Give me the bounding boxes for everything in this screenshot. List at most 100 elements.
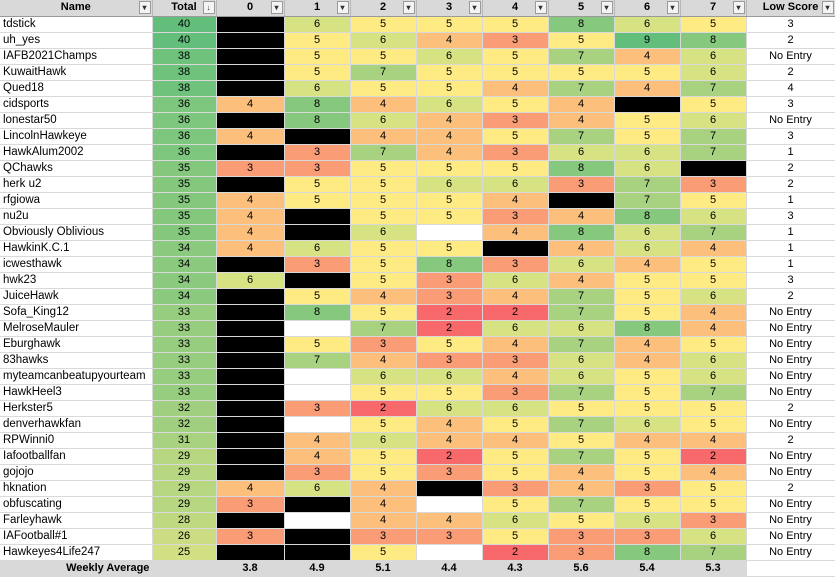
week-score-cell[interactable]: 5 [350,304,417,321]
week-score-cell[interactable]: 5 [284,48,351,65]
week-score-cell[interactable]: 5 [350,272,417,289]
week-score-cell[interactable]: 6 [482,320,549,337]
low-score-cell[interactable]: No Entry [746,544,835,561]
low-score-cell[interactable]: 1 [746,192,835,209]
player-name-cell[interactable]: 83hawks [0,352,153,369]
week-column-header[interactable]: 5 ▾ [548,0,615,17]
week-score-cell[interactable]: 3 [284,464,351,481]
week-score-cell[interactable]: 7 [680,144,747,161]
total-score-cell[interactable]: 38 [152,64,217,81]
low-score-cell[interactable]: 2 [746,400,835,417]
player-name-cell[interactable]: icwesthawk [0,256,153,273]
blocked-week-cell[interactable] [216,112,285,129]
blocked-week-cell[interactable] [216,48,285,65]
week-score-cell[interactable]: 2 [482,304,549,321]
filter-dropdown-icon[interactable]: ▾ [821,1,834,14]
week-score-cell[interactable]: 6 [548,144,615,161]
week-score-cell[interactable]: 5 [680,416,747,433]
week-score-cell[interactable]: 7 [548,288,615,305]
total-column-header[interactable]: Total ↓ [152,0,217,17]
player-name-cell[interactable]: Hawkeyes4Life247 [0,544,153,561]
player-name-cell[interactable]: Herkster5 [0,400,153,417]
empty-week-cell[interactable] [284,384,351,401]
weekly-average-value[interactable]: 5.1 [350,560,417,577]
week-score-cell[interactable]: 5 [614,400,681,417]
week-score-cell[interactable]: 6 [614,240,681,257]
week-score-cell[interactable]: 3 [680,176,747,193]
week-score-cell[interactable]: 3 [216,160,285,177]
week-score-cell[interactable]: 4 [350,96,417,113]
low-score-column-header[interactable]: Low Score ▾ [746,0,835,17]
week-score-cell[interactable]: 6 [614,16,681,33]
week-score-cell[interactable]: 5 [416,240,483,257]
week-score-cell[interactable]: 4 [614,256,681,273]
week-score-cell[interactable]: 4 [482,336,549,353]
week-score-cell[interactable]: 7 [548,448,615,465]
player-name-cell[interactable]: obfuscating [0,496,153,513]
week-score-cell[interactable]: 5 [482,64,549,81]
week-score-cell[interactable]: 7 [548,336,615,353]
player-name-cell[interactable]: uh_yes [0,32,153,49]
total-score-cell[interactable]: 26 [152,528,217,545]
week-score-cell[interactable]: 4 [216,192,285,209]
low-score-cell[interactable]: 2 [746,480,835,497]
weekly-average-value[interactable]: 5.4 [614,560,681,577]
week-score-cell[interactable]: 5 [482,416,549,433]
low-score-cell[interactable]: 2 [746,176,835,193]
empty-week-cell[interactable] [284,368,351,385]
week-score-cell[interactable]: 6 [614,512,681,529]
blocked-week-cell[interactable] [284,272,351,289]
week-score-cell[interactable]: 4 [416,432,483,449]
week-score-cell[interactable]: 5 [284,336,351,353]
week-score-cell[interactable]: 5 [680,400,747,417]
blocked-week-cell[interactable] [216,64,285,81]
week-score-cell[interactable]: 5 [614,448,681,465]
week-score-cell[interactable]: 6 [350,224,417,241]
week-score-cell[interactable]: 7 [548,48,615,65]
blocked-week-cell[interactable] [216,464,285,481]
week-score-cell[interactable]: 6 [680,368,747,385]
filter-dropdown-icon[interactable]: ▾ [468,1,481,14]
total-score-cell[interactable]: 34 [152,272,217,289]
week-score-cell[interactable]: 9 [614,32,681,49]
total-score-cell[interactable]: 35 [152,224,217,241]
week-score-cell[interactable]: 5 [416,336,483,353]
week-score-cell[interactable]: 5 [284,32,351,49]
empty-cell[interactable] [746,560,835,577]
low-score-cell[interactable]: 3 [746,96,835,113]
week-score-cell[interactable]: 6 [548,352,615,369]
empty-week-cell[interactable] [416,544,483,561]
week-score-cell[interactable]: 5 [350,256,417,273]
total-score-cell[interactable]: 40 [152,32,217,49]
week-score-cell[interactable]: 5 [614,64,681,81]
week-score-cell[interactable]: 7 [548,384,615,401]
week-score-cell[interactable]: 5 [416,208,483,225]
low-score-cell[interactable]: 3 [746,208,835,225]
week-score-cell[interactable]: 6 [680,528,747,545]
week-score-cell[interactable]: 6 [416,400,483,417]
player-name-cell[interactable]: KuwaitHawk [0,64,153,81]
week-score-cell[interactable]: 5 [680,496,747,513]
player-name-cell[interactable]: Farleyhawk [0,512,153,529]
low-score-cell[interactable]: 2 [746,64,835,81]
week-score-cell[interactable]: 5 [350,48,417,65]
week-score-cell[interactable]: 2 [416,448,483,465]
low-score-cell[interactable]: No Entry [746,336,835,353]
week-score-cell[interactable]: 6 [680,352,747,369]
blocked-week-cell[interactable] [216,416,285,433]
week-score-cell[interactable]: 6 [680,64,747,81]
week-score-cell[interactable]: 4 [350,496,417,513]
week-score-cell[interactable]: 4 [350,512,417,529]
week-score-cell[interactable]: 4 [482,80,549,97]
total-score-cell[interactable]: 33 [152,352,217,369]
week-score-cell[interactable]: 5 [614,368,681,385]
week-score-cell[interactable]: 6 [680,48,747,65]
week-score-cell[interactable]: 3 [416,272,483,289]
week-score-cell[interactable]: 3 [416,528,483,545]
week-column-header[interactable]: 2 ▾ [350,0,417,17]
blocked-week-cell[interactable] [216,288,285,305]
low-score-cell[interactable]: 2 [746,288,835,305]
week-score-cell[interactable]: 4 [350,480,417,497]
total-score-cell[interactable]: 38 [152,48,217,65]
week-score-cell[interactable]: 5 [350,448,417,465]
